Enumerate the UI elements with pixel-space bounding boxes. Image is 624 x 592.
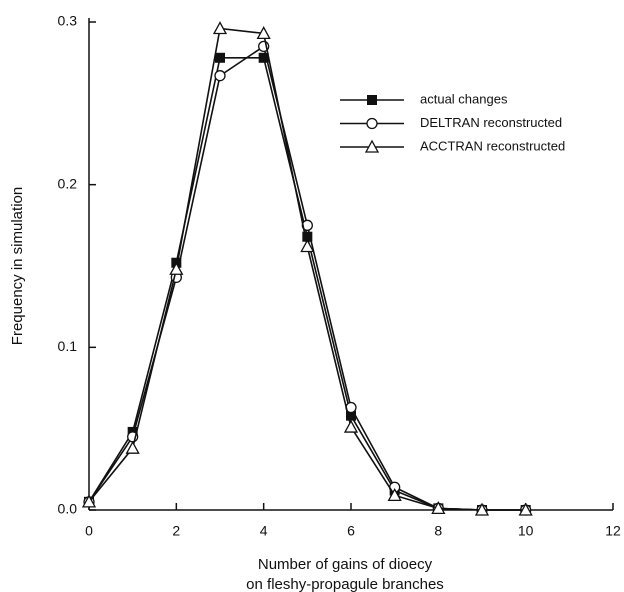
legend-label: DELTRAN reconstructed — [420, 115, 562, 130]
x-tick-label: 2 — [172, 523, 180, 539]
y-tick-label: 0.0 — [58, 501, 78, 517]
x-tick-label: 8 — [434, 523, 442, 539]
marker — [474, 502, 490, 516]
marker — [214, 70, 226, 82]
x-tick-label: 0 — [85, 523, 93, 539]
marker — [256, 26, 271, 40]
marker — [431, 501, 446, 515]
marker — [518, 502, 533, 516]
y-tick-label: 0.3 — [58, 13, 78, 29]
y-axis-label: Frequency in simulation — [9, 187, 26, 345]
legend-marker — [364, 139, 380, 153]
marker — [215, 52, 225, 63]
y-tick-label: 0.2 — [58, 175, 78, 191]
marker — [346, 410, 356, 421]
marker — [343, 419, 359, 433]
x-tick-label: 10 — [518, 523, 534, 539]
x-tick-label: 4 — [260, 523, 268, 539]
x-tick-label: 12 — [605, 523, 621, 539]
legend-label: ACCTRAN reconstructed — [420, 138, 565, 153]
marker — [258, 52, 269, 63]
legend-label: actual changes — [420, 91, 508, 106]
marker — [387, 488, 402, 502]
y-tick-label: 0.1 — [58, 338, 78, 354]
marker — [212, 21, 228, 35]
marker — [302, 231, 313, 242]
x-axis-label: on fleshy-propagule branches — [246, 576, 444, 592]
legend-marker — [367, 95, 377, 105]
marker — [169, 261, 184, 275]
marker — [81, 494, 97, 508]
marker — [300, 239, 315, 253]
marker — [125, 440, 140, 454]
x-tick-label: 6 — [347, 523, 355, 539]
x-axis-label: Number of gains of dioecy — [258, 556, 433, 573]
legend-marker — [366, 117, 378, 130]
